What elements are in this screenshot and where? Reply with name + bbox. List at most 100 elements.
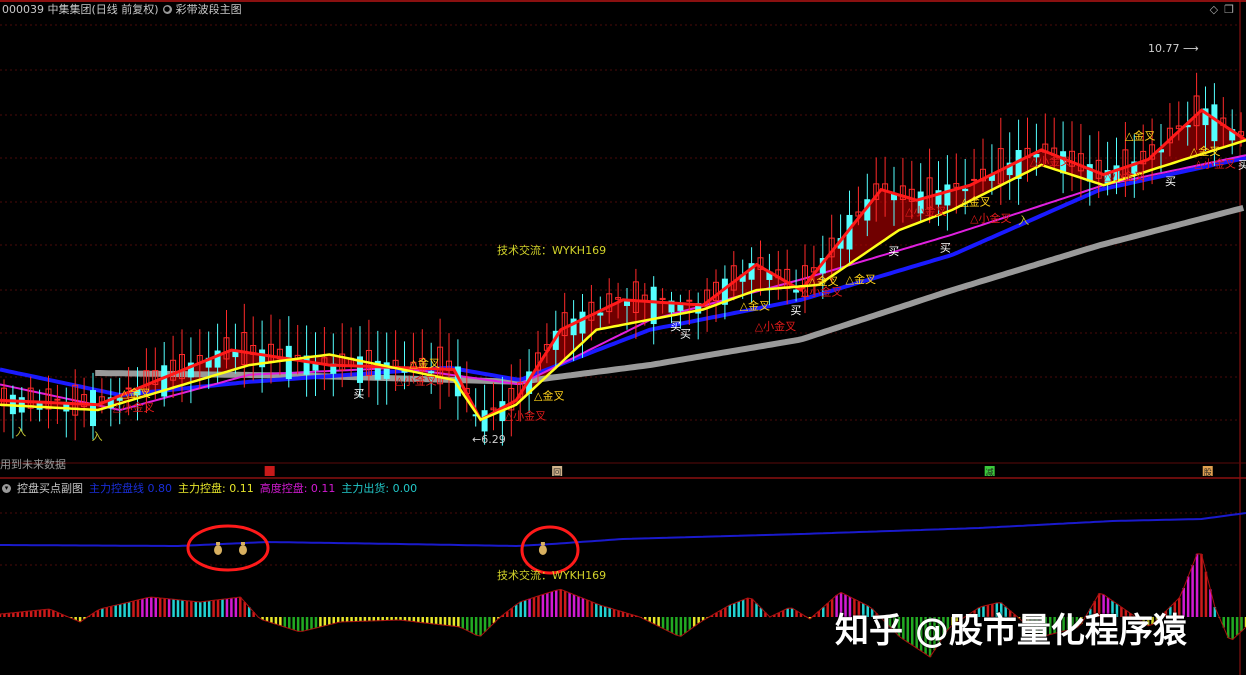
candle-body [793, 289, 800, 293]
signal-label: 买 [790, 304, 801, 317]
signal-label: △小金叉 [905, 204, 946, 218]
event-marker: 回 [552, 466, 563, 477]
candle-body [419, 357, 426, 372]
legend-item: 主力控盘线 0.80 [89, 482, 172, 495]
event-marker-text: 回 [553, 468, 561, 477]
sub-contact-text: 技术交流：WYKH169 [497, 568, 606, 582]
money-bag-icon [214, 542, 223, 555]
candle-body [1069, 150, 1075, 167]
signal-label: 买 [1238, 158, 1246, 171]
candle-body [1202, 108, 1209, 126]
candle-body [624, 301, 630, 306]
candle-body [561, 312, 568, 337]
candle-body [374, 360, 381, 380]
money-bag-icon [538, 542, 547, 555]
sub-indicator-toggle-icon[interactable]: ▾ [2, 483, 11, 493]
candle-body [597, 312, 604, 316]
candle-body [90, 390, 96, 427]
candle-body [1033, 153, 1040, 158]
signal-label: 买 [353, 388, 364, 401]
low-price-label: ←6.29 [472, 433, 506, 446]
legend-item: 主力出货: 0.00 [341, 482, 418, 495]
candle-body [107, 397, 114, 409]
signal-label: △小金叉 [1194, 157, 1235, 171]
candle-body [615, 297, 622, 300]
money-bag-icon [238, 542, 247, 555]
candle-body [357, 356, 363, 383]
candle-body [1140, 150, 1147, 165]
sub-chart-header: ▾ 控盘买点副图 主力控盘线 0.80 主力控盘: 0.11 高度控盘: 0.11 主… [2, 480, 417, 496]
signal-label: 买 [940, 241, 951, 254]
candle-body [997, 148, 1004, 185]
signal-label: △金叉 [409, 356, 439, 370]
candle-body [72, 384, 79, 416]
highlight-circle [186, 524, 270, 572]
candle-body [971, 178, 978, 181]
signal-label: △小金叉 [755, 319, 796, 333]
candle-body [926, 177, 933, 209]
candle-body [428, 371, 435, 374]
signal-label: △小金叉 [505, 409, 546, 423]
candle-body [908, 188, 915, 202]
signal-label: △金叉 [120, 386, 150, 400]
candle-body [917, 191, 924, 214]
event-marker: 股 [1202, 466, 1213, 477]
candle-body [588, 301, 595, 321]
candle-body [508, 388, 515, 411]
restore-window-icon[interactable]: ❐ [1224, 3, 1234, 16]
window-controls: ◇ ❐ [1210, 3, 1234, 16]
signal-label: 买 [888, 245, 899, 258]
candle-body [1006, 162, 1013, 176]
histogram-outline [0, 553, 1246, 658]
event-marker-box [552, 466, 563, 476]
candle-body [1211, 104, 1218, 142]
indicator-toggle-icon[interactable]: ● [162, 4, 172, 14]
legend-item: 高度控盘: 0.11 [259, 482, 336, 495]
candle-body [579, 311, 586, 334]
candle-body [1131, 161, 1138, 174]
event-marker-text: 股 [1204, 468, 1212, 477]
event-marker-box [1202, 466, 1213, 476]
candle-body [686, 299, 693, 302]
candle-body [241, 332, 248, 366]
chart-header: 000039 中集集团(日线 前复权) ● 彩带波段主图 [2, 1, 242, 17]
signal-label: 买 [680, 328, 691, 341]
future-data-note: 用到未来数据 [0, 458, 66, 471]
money-bag-neck [240, 542, 245, 545]
candle-body [143, 370, 150, 393]
money-bag-body [238, 545, 247, 555]
candle-body [650, 286, 657, 325]
candle-body [1095, 159, 1102, 179]
candle-body [27, 387, 34, 409]
candle-body [1077, 153, 1084, 172]
main-indicator-name[interactable]: 彩带波段主图 [175, 3, 242, 16]
candle-body [339, 353, 346, 371]
candle-body [980, 168, 986, 182]
candle-body [179, 354, 185, 380]
magenta-ma-line [0, 154, 1246, 412]
signal-label: 入 [92, 430, 103, 443]
candle-body [303, 355, 310, 375]
candle-body [45, 388, 52, 410]
control-line [0, 512, 1246, 548]
money-bag-neck [540, 542, 545, 545]
money-bag-body [538, 545, 547, 555]
sub-indicator-name[interactable]: 控盘买点副图 [17, 482, 83, 495]
diamond-icon[interactable]: ◇ [1209, 3, 1219, 16]
candle-body [481, 410, 488, 432]
signal-label: △小金叉 [395, 373, 436, 387]
money-bag-body [214, 545, 223, 555]
candle-body [659, 297, 666, 300]
candle-body [285, 345, 292, 380]
signal-label: △金叉 [1125, 128, 1155, 142]
candle-body [152, 370, 159, 385]
candle-body [116, 397, 123, 401]
candle-body [232, 351, 239, 358]
signal-label: △金叉 [534, 388, 564, 402]
candle-body [632, 281, 639, 313]
blue-ma-line [0, 155, 1246, 398]
candle-body [713, 281, 719, 302]
signal-label: △金叉 [960, 194, 990, 208]
event-marker: 减 [984, 466, 995, 477]
